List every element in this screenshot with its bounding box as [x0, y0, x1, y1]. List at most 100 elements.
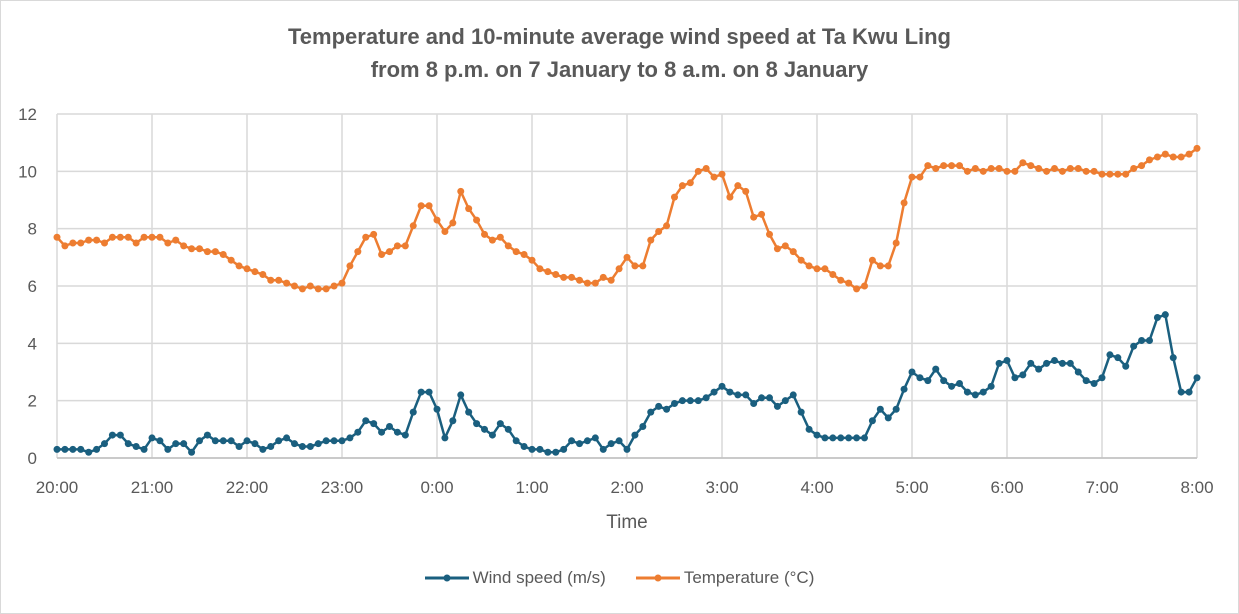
data-point	[702, 164, 710, 172]
data-point	[101, 440, 108, 448]
data-point	[726, 193, 734, 201]
data-point	[53, 445, 61, 453]
data-point	[61, 445, 69, 453]
legend-label-wind: Wind speed (m/s)	[472, 568, 606, 587]
data-point	[148, 233, 156, 241]
data-point	[750, 213, 758, 221]
data-point	[235, 443, 243, 451]
x-tick-label: 5:00	[895, 478, 928, 497]
data-point	[781, 397, 789, 405]
data-point	[465, 408, 473, 416]
data-point	[1066, 359, 1074, 367]
data-point	[1106, 351, 1114, 359]
data-point	[69, 445, 77, 453]
data-point	[678, 182, 686, 190]
data-point	[694, 397, 702, 405]
data-point	[552, 448, 560, 456]
data-point	[536, 265, 544, 273]
data-point	[678, 397, 686, 405]
data-point	[203, 248, 211, 256]
data-point	[520, 443, 528, 451]
data-point	[386, 422, 393, 430]
data-point	[963, 167, 971, 175]
data-point	[298, 285, 306, 293]
data-point	[172, 440, 180, 448]
data-point	[663, 222, 671, 230]
data-point	[837, 276, 845, 284]
data-point	[457, 187, 465, 195]
data-point	[132, 443, 140, 451]
data-point	[813, 265, 821, 273]
data-point	[979, 388, 987, 396]
data-point	[85, 236, 93, 244]
data-point	[140, 233, 148, 241]
data-point	[1185, 388, 1193, 396]
data-point	[504, 242, 512, 250]
y-tick-label: 4	[28, 334, 37, 353]
data-point	[188, 245, 196, 253]
data-point	[401, 242, 409, 250]
chart-subtitle: from 8 p.m. on 7 January to 8 a.m. on 8 …	[370, 57, 869, 82]
data-point	[1114, 354, 1122, 362]
data-point	[330, 437, 338, 445]
data-point	[291, 282, 298, 290]
legend-item-wind: Wind speed (m/s)	[424, 568, 606, 588]
data-point	[583, 437, 591, 445]
data-point	[108, 431, 116, 439]
data-point	[116, 233, 124, 241]
data-point	[354, 248, 362, 256]
data-point	[219, 250, 227, 258]
data-point	[829, 271, 837, 279]
data-point	[758, 210, 766, 218]
data-point	[892, 239, 900, 247]
data-point	[552, 271, 560, 279]
data-point	[805, 262, 813, 270]
data-point	[607, 276, 615, 284]
x-tick-label: 22:00	[226, 478, 269, 497]
data-point	[876, 262, 884, 270]
y-tick-label: 0	[28, 449, 37, 468]
data-point	[211, 248, 219, 256]
data-point	[283, 434, 291, 442]
data-point	[979, 167, 987, 175]
data-point	[196, 437, 203, 445]
x-tick-label: 21:00	[131, 478, 174, 497]
data-point	[512, 248, 520, 256]
data-point	[425, 388, 433, 396]
data-point	[742, 187, 750, 195]
data-point	[1074, 164, 1082, 172]
x-tick-label: 0:00	[420, 478, 453, 497]
data-point	[1122, 362, 1130, 370]
data-point	[924, 162, 932, 170]
y-tick-label: 8	[28, 220, 37, 239]
data-point	[1177, 388, 1185, 396]
data-point	[591, 279, 599, 287]
data-point	[932, 164, 940, 172]
x-tick-label: 23:00	[321, 478, 364, 497]
data-point	[53, 233, 61, 241]
data-point	[718, 382, 726, 390]
data-point	[449, 219, 457, 227]
data-point	[1161, 150, 1169, 158]
data-point	[671, 193, 678, 201]
data-point	[101, 239, 108, 247]
data-point	[93, 236, 101, 244]
data-point	[275, 437, 283, 445]
y-tick-label: 2	[28, 392, 37, 411]
data-point	[884, 414, 892, 422]
legend-marker-temperature	[635, 574, 680, 582]
data-point	[77, 239, 85, 247]
data-point	[956, 162, 963, 170]
data-point	[1082, 377, 1090, 385]
data-point	[140, 445, 148, 453]
data-point	[1138, 162, 1146, 170]
data-point	[132, 239, 140, 247]
data-point	[845, 434, 853, 442]
data-point	[576, 276, 583, 284]
data-point	[393, 242, 401, 250]
data-point	[781, 242, 789, 250]
data-point	[694, 167, 702, 175]
data-point	[734, 182, 742, 190]
data-point	[108, 233, 116, 241]
data-point	[773, 402, 781, 410]
